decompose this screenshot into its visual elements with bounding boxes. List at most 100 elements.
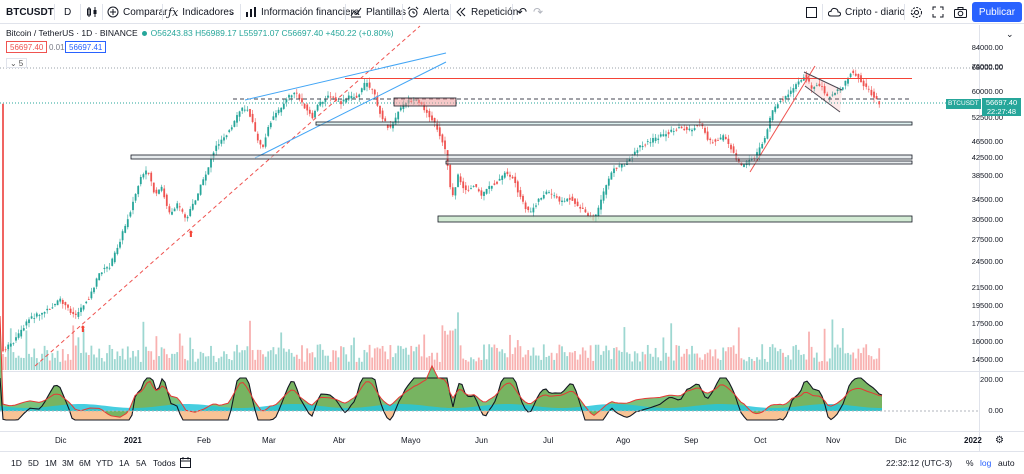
indicators-dropdown[interactable]: ⌄ <box>228 0 235 24</box>
price-tick-label: 42500.00 <box>971 153 1003 162</box>
volume-bar <box>810 346 813 370</box>
candle-body <box>784 95 787 100</box>
clock-timezone[interactable]: 22:32:12 (UTC-3) <box>886 458 953 468</box>
range-5d-button[interactable]: 5D <box>28 458 39 468</box>
sell-price-box[interactable]: 56697.40 <box>6 41 48 53</box>
settings-button[interactable] <box>910 0 923 24</box>
volume-bar <box>90 345 93 370</box>
volume-bar <box>228 359 231 370</box>
chart-type-button[interactable] <box>86 0 98 24</box>
percent-scale-toggle[interactable]: % <box>966 458 974 468</box>
candle-body <box>246 109 249 111</box>
volume-bar <box>761 344 764 370</box>
volume-bar <box>236 344 238 370</box>
candle-body <box>633 151 636 155</box>
volume-bar <box>61 349 64 370</box>
layout-select-button[interactable] <box>806 0 817 24</box>
channel-lower-line <box>254 61 447 159</box>
candle-body <box>184 214 186 218</box>
candle-body <box>38 315 41 317</box>
publish-button[interactable]: Publicar <box>972 2 1022 22</box>
volume-bar <box>724 351 727 370</box>
candle-body <box>251 113 254 123</box>
cloud-layout-button[interactable]: Cripto - diario ⌄ <box>828 0 916 24</box>
range-1m-button[interactable]: 1M <box>45 458 57 468</box>
volume-bar <box>93 354 95 370</box>
candle-body <box>620 164 623 168</box>
volume-bar <box>129 357 132 370</box>
range-1d-button[interactable]: 1D <box>11 458 22 468</box>
volume-bar <box>150 351 153 370</box>
candle-body <box>529 211 532 213</box>
time-axis-settings-button[interactable]: ⚙ <box>995 435 1004 446</box>
price-axis-menu[interactable]: ⌄ <box>1006 29 1014 40</box>
candle-body <box>587 213 589 216</box>
candle-body <box>503 172 506 178</box>
separator <box>80 4 81 20</box>
compare-button[interactable]: Comparar <box>107 0 167 24</box>
volume-bar <box>158 356 160 370</box>
range-all-button[interactable]: Todos <box>153 458 176 468</box>
candle-body <box>137 186 140 195</box>
alert-button[interactable]: Alerta <box>407 0 449 24</box>
volume-bar <box>334 350 337 370</box>
candle-body <box>433 117 436 123</box>
candles-icon <box>86 6 98 18</box>
candle-body <box>662 134 665 137</box>
range-5a-button[interactable]: 5A <box>136 458 147 468</box>
indicators-button[interactable]: ƒx Indicadores <box>168 0 234 24</box>
price-tick-label: 16000.00 <box>971 337 1003 346</box>
candle-body <box>849 73 852 78</box>
candle-body <box>249 108 251 117</box>
symbol-legend[interactable]: Bitcoin / TetherUS · 1D · BINANCE O56243… <box>6 28 394 38</box>
candle-body <box>350 95 353 99</box>
auto-scale-toggle[interactable]: auto <box>998 458 1015 468</box>
volume-bar <box>298 358 301 370</box>
separator <box>240 4 241 20</box>
volume-bar <box>594 344 597 370</box>
volume-bar <box>379 348 381 370</box>
range-ytd-button[interactable]: YTD <box>96 458 113 468</box>
date-range-button[interactable] <box>180 452 191 474</box>
fullscreen-button[interactable] <box>932 0 944 24</box>
indicators-collapse-toggle[interactable]: ⌄ 5 <box>6 58 28 68</box>
volume-bar <box>589 345 592 370</box>
symbol-search-button[interactable]: BTCUSDT <box>6 0 54 24</box>
range-1a-button[interactable]: 1A <box>119 458 130 468</box>
volume-bar <box>321 349 324 370</box>
range-3m-button[interactable]: 3M <box>62 458 74 468</box>
financials-button[interactable]: Información financiera <box>245 0 359 24</box>
volume-bar <box>28 353 30 370</box>
candle-body <box>472 186 475 187</box>
candle-body <box>548 192 550 193</box>
volume-bar <box>373 348 376 370</box>
replay-button[interactable]: Repetición <box>455 0 518 24</box>
candle-body <box>280 107 283 113</box>
log-scale-toggle[interactable]: log <box>980 458 992 468</box>
snapshot-button[interactable] <box>954 0 967 24</box>
candle-body <box>275 112 277 118</box>
volume-bar <box>766 361 769 370</box>
volume-bar <box>477 357 480 370</box>
undo-button[interactable]: ↶ <box>517 0 527 24</box>
templates-button[interactable]: Plantillas <box>350 0 406 24</box>
candle-body <box>194 200 197 205</box>
volume-bar <box>535 355 537 370</box>
candle-body <box>464 185 467 191</box>
flag-fill <box>804 72 842 112</box>
candle-body <box>124 225 127 233</box>
time-tick-label: Sep <box>684 436 699 445</box>
volume-bar <box>529 355 532 370</box>
volume-bar <box>108 344 111 370</box>
candle-body <box>758 147 761 156</box>
candle-body <box>12 343 15 345</box>
buy-price-box[interactable]: 56697.41 <box>65 41 107 53</box>
candle-body <box>605 185 608 195</box>
volume-bar <box>659 360 662 370</box>
volume-bar <box>737 327 740 370</box>
redo-button[interactable]: ↷ <box>533 0 543 24</box>
candle-body <box>823 86 826 94</box>
range-6m-button[interactable]: 6M <box>79 458 91 468</box>
interval-button[interactable]: D <box>64 0 71 24</box>
